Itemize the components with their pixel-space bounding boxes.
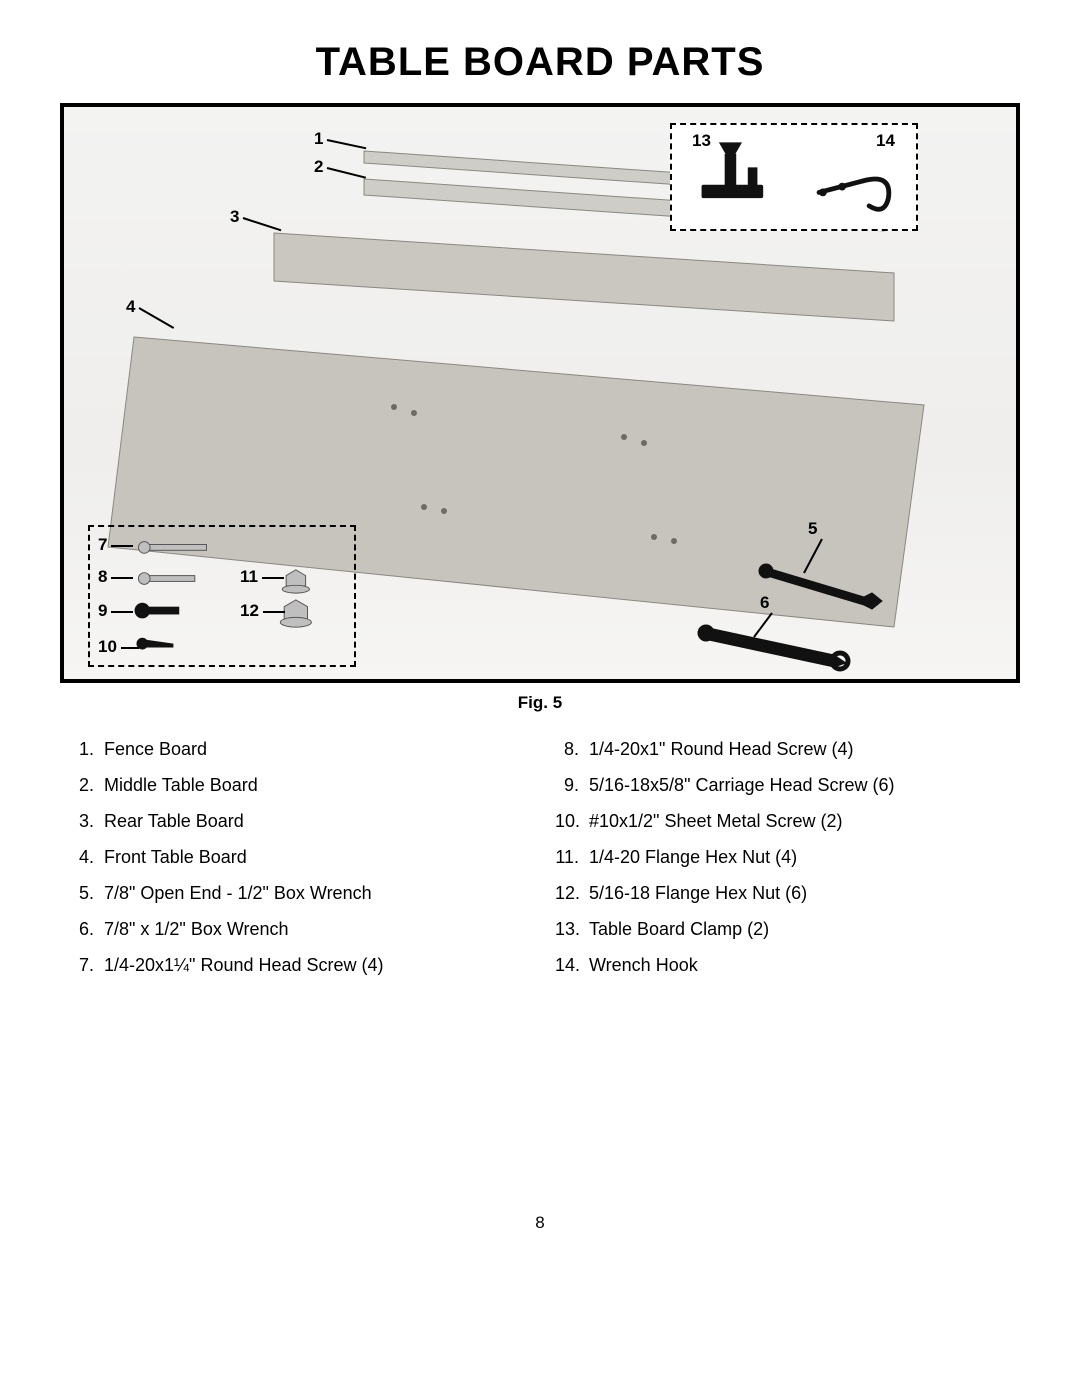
part-num: 7. (70, 947, 104, 983)
callout-11-num: 11 (240, 567, 258, 586)
callout-6: 6 (760, 593, 769, 613)
parts-diagram-frame: 1 2 3 4 5 6 7 8 9 10 11 (60, 103, 1020, 683)
part-text: Rear Table Board (104, 803, 244, 839)
callout-13-num: 13 (692, 131, 711, 150)
part-num: 4. (70, 839, 104, 875)
part-text: 5/16-18x5/8" Carriage Head Screw (6) (589, 767, 895, 803)
callout-2-num: 2 (314, 157, 323, 176)
callout-4-num: 4 (126, 297, 135, 316)
callout-3: 3 (230, 207, 287, 227)
callout-11: 11 (240, 567, 288, 587)
page-title: TABLE BOARD PARTS (60, 40, 1020, 85)
part-row: 10.#10x1/2" Sheet Metal Screw (2) (555, 803, 1010, 839)
part-num: 9. (555, 767, 589, 803)
part-row: 11.1/4-20 Flange Hex Nut (4) (555, 839, 1010, 875)
part-text: Table Board Clamp (2) (589, 911, 769, 947)
part-text: Middle Table Board (104, 767, 258, 803)
callout-14-num: 14 (876, 131, 895, 150)
parts-list: 1.Fence Board 2.Middle Table Board 3.Rea… (60, 731, 1020, 983)
part-num: 2. (70, 767, 104, 803)
parts-list-right-col: 8.1/4-20x1" Round Head Screw (4) 9.5/16-… (555, 731, 1010, 983)
part-text: Wrench Hook (589, 947, 698, 983)
part-row: 4.Front Table Board (70, 839, 525, 875)
part-num: 1. (70, 731, 104, 767)
callout-8: 8 (98, 567, 137, 587)
callout-13: 13 (692, 131, 711, 151)
part-text: 7/8" x 1/2" Box Wrench (104, 911, 289, 947)
callout-7: 7 (98, 535, 137, 555)
callout-5-num: 5 (808, 519, 817, 538)
part-row: 2.Middle Table Board (70, 767, 525, 803)
callout-6-num: 6 (760, 593, 769, 612)
part-row: 3.Rear Table Board (70, 803, 525, 839)
callout-9-num: 9 (98, 601, 107, 620)
callout-12: 12 (240, 601, 289, 621)
callout-14: 14 (876, 131, 895, 151)
parts-list-left-col: 1.Fence Board 2.Middle Table Board 3.Rea… (70, 731, 525, 983)
part-num: 5. (70, 875, 104, 911)
part-num: 14. (555, 947, 589, 983)
part-text: 5/16-18 Flange Hex Nut (6) (589, 875, 807, 911)
part-text: 1/4-20x1¼" Round Head Screw (4) (104, 947, 384, 983)
part-row: 12.5/16-18 Flange Hex Nut (6) (555, 875, 1010, 911)
figure-caption: Fig. 5 (60, 693, 1020, 713)
part-row: 14.Wrench Hook (555, 947, 1010, 983)
part-row: 9.5/16-18x5/8" Carriage Head Screw (6) (555, 767, 1010, 803)
callout-9: 9 (98, 601, 137, 621)
callout-5: 5 (808, 519, 817, 539)
part-row: 8.1/4-20x1" Round Head Screw (4) (555, 731, 1010, 767)
callout-8-num: 8 (98, 567, 107, 586)
part-num: 12. (555, 875, 589, 911)
callout-4: 4 (126, 297, 183, 317)
callout-7-num: 7 (98, 535, 107, 554)
callout-1-num: 1 (314, 129, 323, 148)
callout-3-num: 3 (230, 207, 239, 226)
part-text: 1/4-20x1" Round Head Screw (4) (589, 731, 854, 767)
part-row: 7.1/4-20x1¼" Round Head Screw (4) (70, 947, 525, 983)
callout-12-num: 12 (240, 601, 259, 620)
callout-10: 10 (98, 637, 143, 657)
part-num: 8. (555, 731, 589, 767)
part-num: 13. (555, 911, 589, 947)
rear-board-shape (274, 233, 894, 321)
page-number: 8 (60, 1213, 1020, 1233)
part-row: 6.7/8" x 1/2" Box Wrench (70, 911, 525, 947)
manual-page: TABLE BOARD PARTS (0, 0, 1080, 1263)
callout-1: 1 (314, 129, 371, 149)
part-text: #10x1/2" Sheet Metal Screw (2) (589, 803, 843, 839)
callout-10-num: 10 (98, 637, 117, 656)
callout-2: 2 (314, 157, 371, 177)
part-text: 1/4-20 Flange Hex Nut (4) (589, 839, 797, 875)
part-num: 6. (70, 911, 104, 947)
part-text: Front Table Board (104, 839, 247, 875)
part-num: 10. (555, 803, 589, 839)
part-row: 1.Fence Board (70, 731, 525, 767)
part-row: 5.7/8" Open End - 1/2" Box Wrench (70, 875, 525, 911)
box-wrench-shape (698, 625, 848, 669)
part-row: 13.Table Board Clamp (2) (555, 911, 1010, 947)
part-num: 3. (70, 803, 104, 839)
part-text: Fence Board (104, 731, 207, 767)
part-text: 7/8" Open End - 1/2" Box Wrench (104, 875, 372, 911)
part-num: 11. (555, 839, 589, 875)
